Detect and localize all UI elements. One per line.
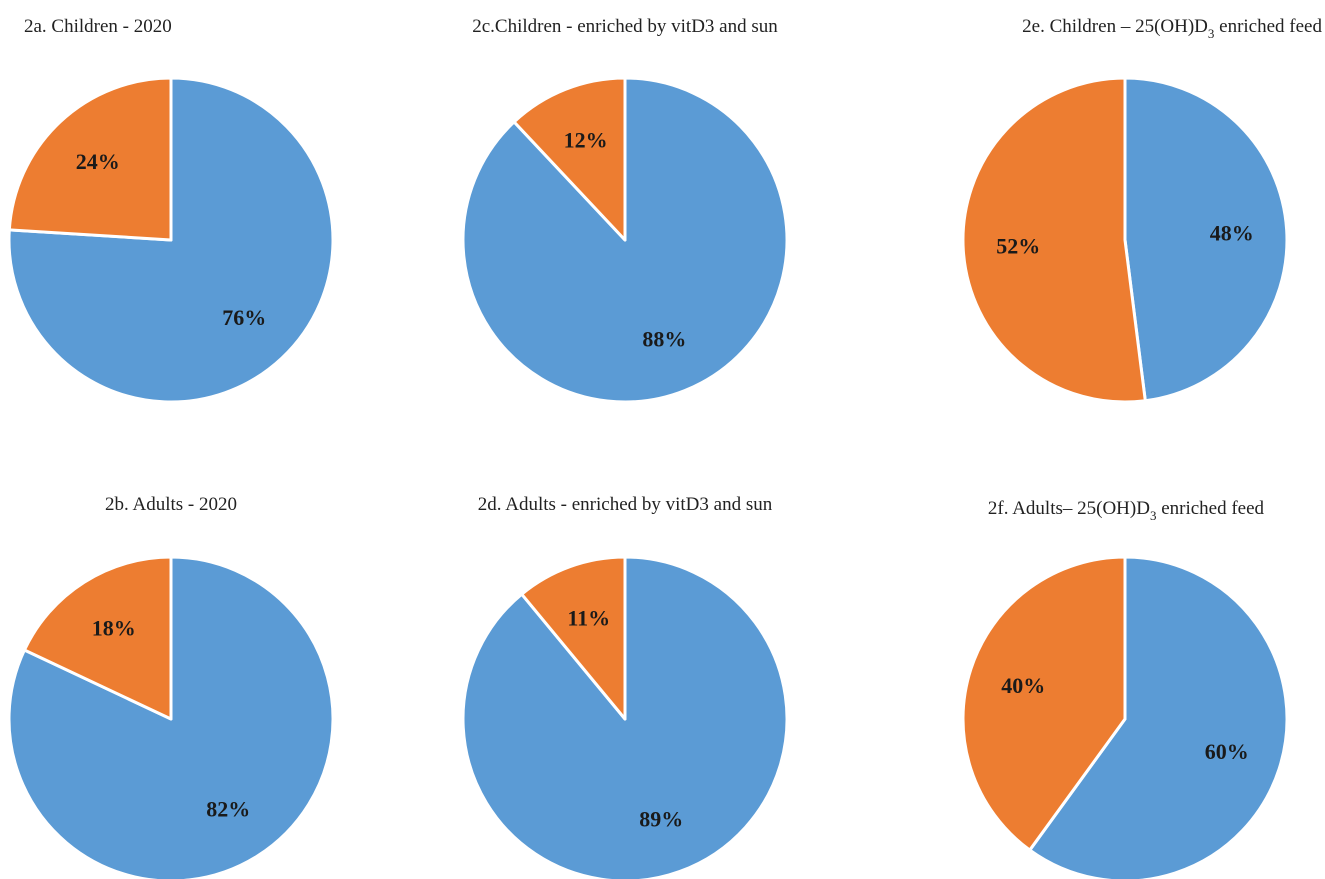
pie-chart-4: 2b. Adults - 2020 82% 18% <box>7 494 335 879</box>
pie-slice-2 <box>520 555 627 721</box>
pie-chart-5: 2d. Adults - enriched by vitD3 and sun 89… <box>461 494 789 879</box>
pie-chart-6: 2f. Adults– 25(OH)D3 enriched feed 60% 40% <box>961 498 1289 879</box>
chart-title: 2d. Adults - enriched by vitD3 and sun <box>478 494 773 515</box>
slice-data-label: 40% <box>1001 673 1045 698</box>
pie-chart-3: 2e. Children – 25(OH)D3 enriched feed 48%… <box>961 16 1322 404</box>
slice-data-label: 24% <box>76 149 120 174</box>
slice-data-label: 11% <box>567 605 610 630</box>
pie-slice-2 <box>22 555 173 721</box>
pie-chart-1: 2a. Children - 2020 76% 24% <box>7 16 335 404</box>
pie-slice-2 <box>7 76 173 242</box>
chart-title: 2f. Adults– 25(OH)D3 enriched feed <box>988 498 1265 523</box>
pie-slice-1 <box>1123 76 1289 403</box>
slice-data-label: 12% <box>564 128 608 153</box>
pie-chart-2: 2c.Children - enriched by vitD3 and sun 8… <box>461 16 789 404</box>
pie-slice-1 <box>1028 555 1289 879</box>
pie-slice-2 <box>961 76 1147 404</box>
chart-title: 2a. Children - 2020 <box>24 16 172 37</box>
chart-title: 2c.Children - enriched by vitD3 and sun <box>472 16 778 37</box>
pie-slice-2 <box>512 76 627 242</box>
slice-data-label: 18% <box>92 616 136 641</box>
chart-title: 2e. Children – 25(OH)D3 enriched feed <box>1022 16 1322 41</box>
slice-data-label: 88% <box>642 326 686 351</box>
pie-slice-2 <box>961 555 1127 852</box>
slice-data-label: 60% <box>1205 739 1249 764</box>
slice-data-label: 89% <box>639 807 683 832</box>
slice-data-label: 82% <box>206 796 250 821</box>
slice-data-label: 48% <box>1210 220 1254 245</box>
slice-data-label: 52% <box>996 234 1040 259</box>
chart-title: 2b. Adults - 2020 <box>105 494 237 515</box>
slice-data-label: 76% <box>222 305 266 330</box>
